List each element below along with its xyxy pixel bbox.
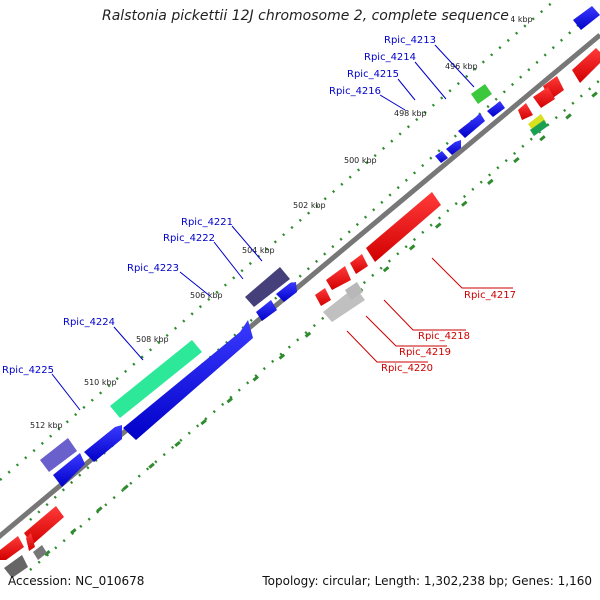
gene-arrow [572,48,600,83]
forward-gene-labels: Rpic_4213 Rpic_4214 Rpic_4215 Rpic_4216 … [2,35,436,376]
kbp-label: 494 kbp [500,15,533,24]
gene-arrow [24,506,64,545]
gene-label: Rpic_4224 [63,317,115,328]
gene-arrow [84,425,122,462]
gene-arrow [245,267,290,307]
gene-label: Rpic_4214 [364,52,416,63]
gene-arrow [4,555,28,578]
gene-arrow [326,266,351,290]
kbp-label: 504 kbp [242,246,275,255]
forward-label-leaders [51,44,475,411]
gene-label: Rpic_4222 [163,233,215,244]
gene-label: Rpic_4218 [418,331,470,342]
kbp-label: 496 kbp [445,62,478,71]
gene-arrow [110,340,202,418]
kbp-label: 502 kbp [293,201,326,210]
map-title: Ralstonia pickettii 12J chromosome 2, co… [102,8,511,24]
gene-arrow [528,114,546,131]
forward-genes [40,6,600,487]
gene-arrow [256,300,277,321]
gene-label: Rpic_4215 [347,69,399,80]
reverse-gene-labels: Rpic_4217 Rpic_4218 Rpic_4219 Rpic_4220 [381,290,516,374]
gene-arrow [53,453,85,487]
gene-arrow [530,120,548,136]
reverse-label-leaders [346,257,513,363]
gene-arrow [487,101,505,117]
gene-label: Rpic_4216 [329,86,381,97]
gene-arrow [350,254,368,274]
gene-arrow [315,288,331,306]
gene-arrow [26,533,35,551]
gene-arrow [276,282,297,302]
gene-arrow [40,438,77,472]
gene-arrow [123,320,253,440]
accession-label: Accession: NC_010678 [8,574,145,588]
kbp-label: 498 kbp [394,109,427,118]
gene-arrow [446,140,461,155]
gene-label: Rpic_4220 [381,363,433,374]
gene-arrow [345,282,363,300]
kbp-labels: 494 kbp 496 kbp 498 kbp 500 kbp 502 kbp … [30,15,533,430]
kbp-label: 510 kbp [84,378,117,387]
gene-arrow [458,113,485,138]
gene-label: Rpic_4223 [127,263,179,274]
reverse-genes [0,48,600,578]
gene-label: Rpic_4221 [181,217,233,228]
major-ticks [44,88,600,557]
kbp-label: 500 kbp [344,156,377,165]
gene-arrow [366,192,441,262]
kbp-label: 508 kbp [136,335,169,344]
gene-label: Rpic_4219 [399,347,451,358]
gene-arrow [0,536,24,560]
gene-arrow [471,84,492,104]
gene-arrow [435,151,448,163]
gene-arrow [518,103,533,120]
gene-label: Rpic_4225 [2,365,54,376]
gene-arrow [573,6,600,30]
kbp-label: 506 kbp [190,291,223,300]
gene-arrow [533,87,555,108]
kbp-label: 512 kbp [30,421,63,430]
gene-label: Rpic_4217 [464,290,516,301]
tick-tracks [0,0,600,571]
gene-label: Rpic_4213 [384,35,436,46]
genome-summary: Topology: circular; Length: 1,302,238 bp… [262,574,592,588]
gene-arrow [33,545,47,560]
